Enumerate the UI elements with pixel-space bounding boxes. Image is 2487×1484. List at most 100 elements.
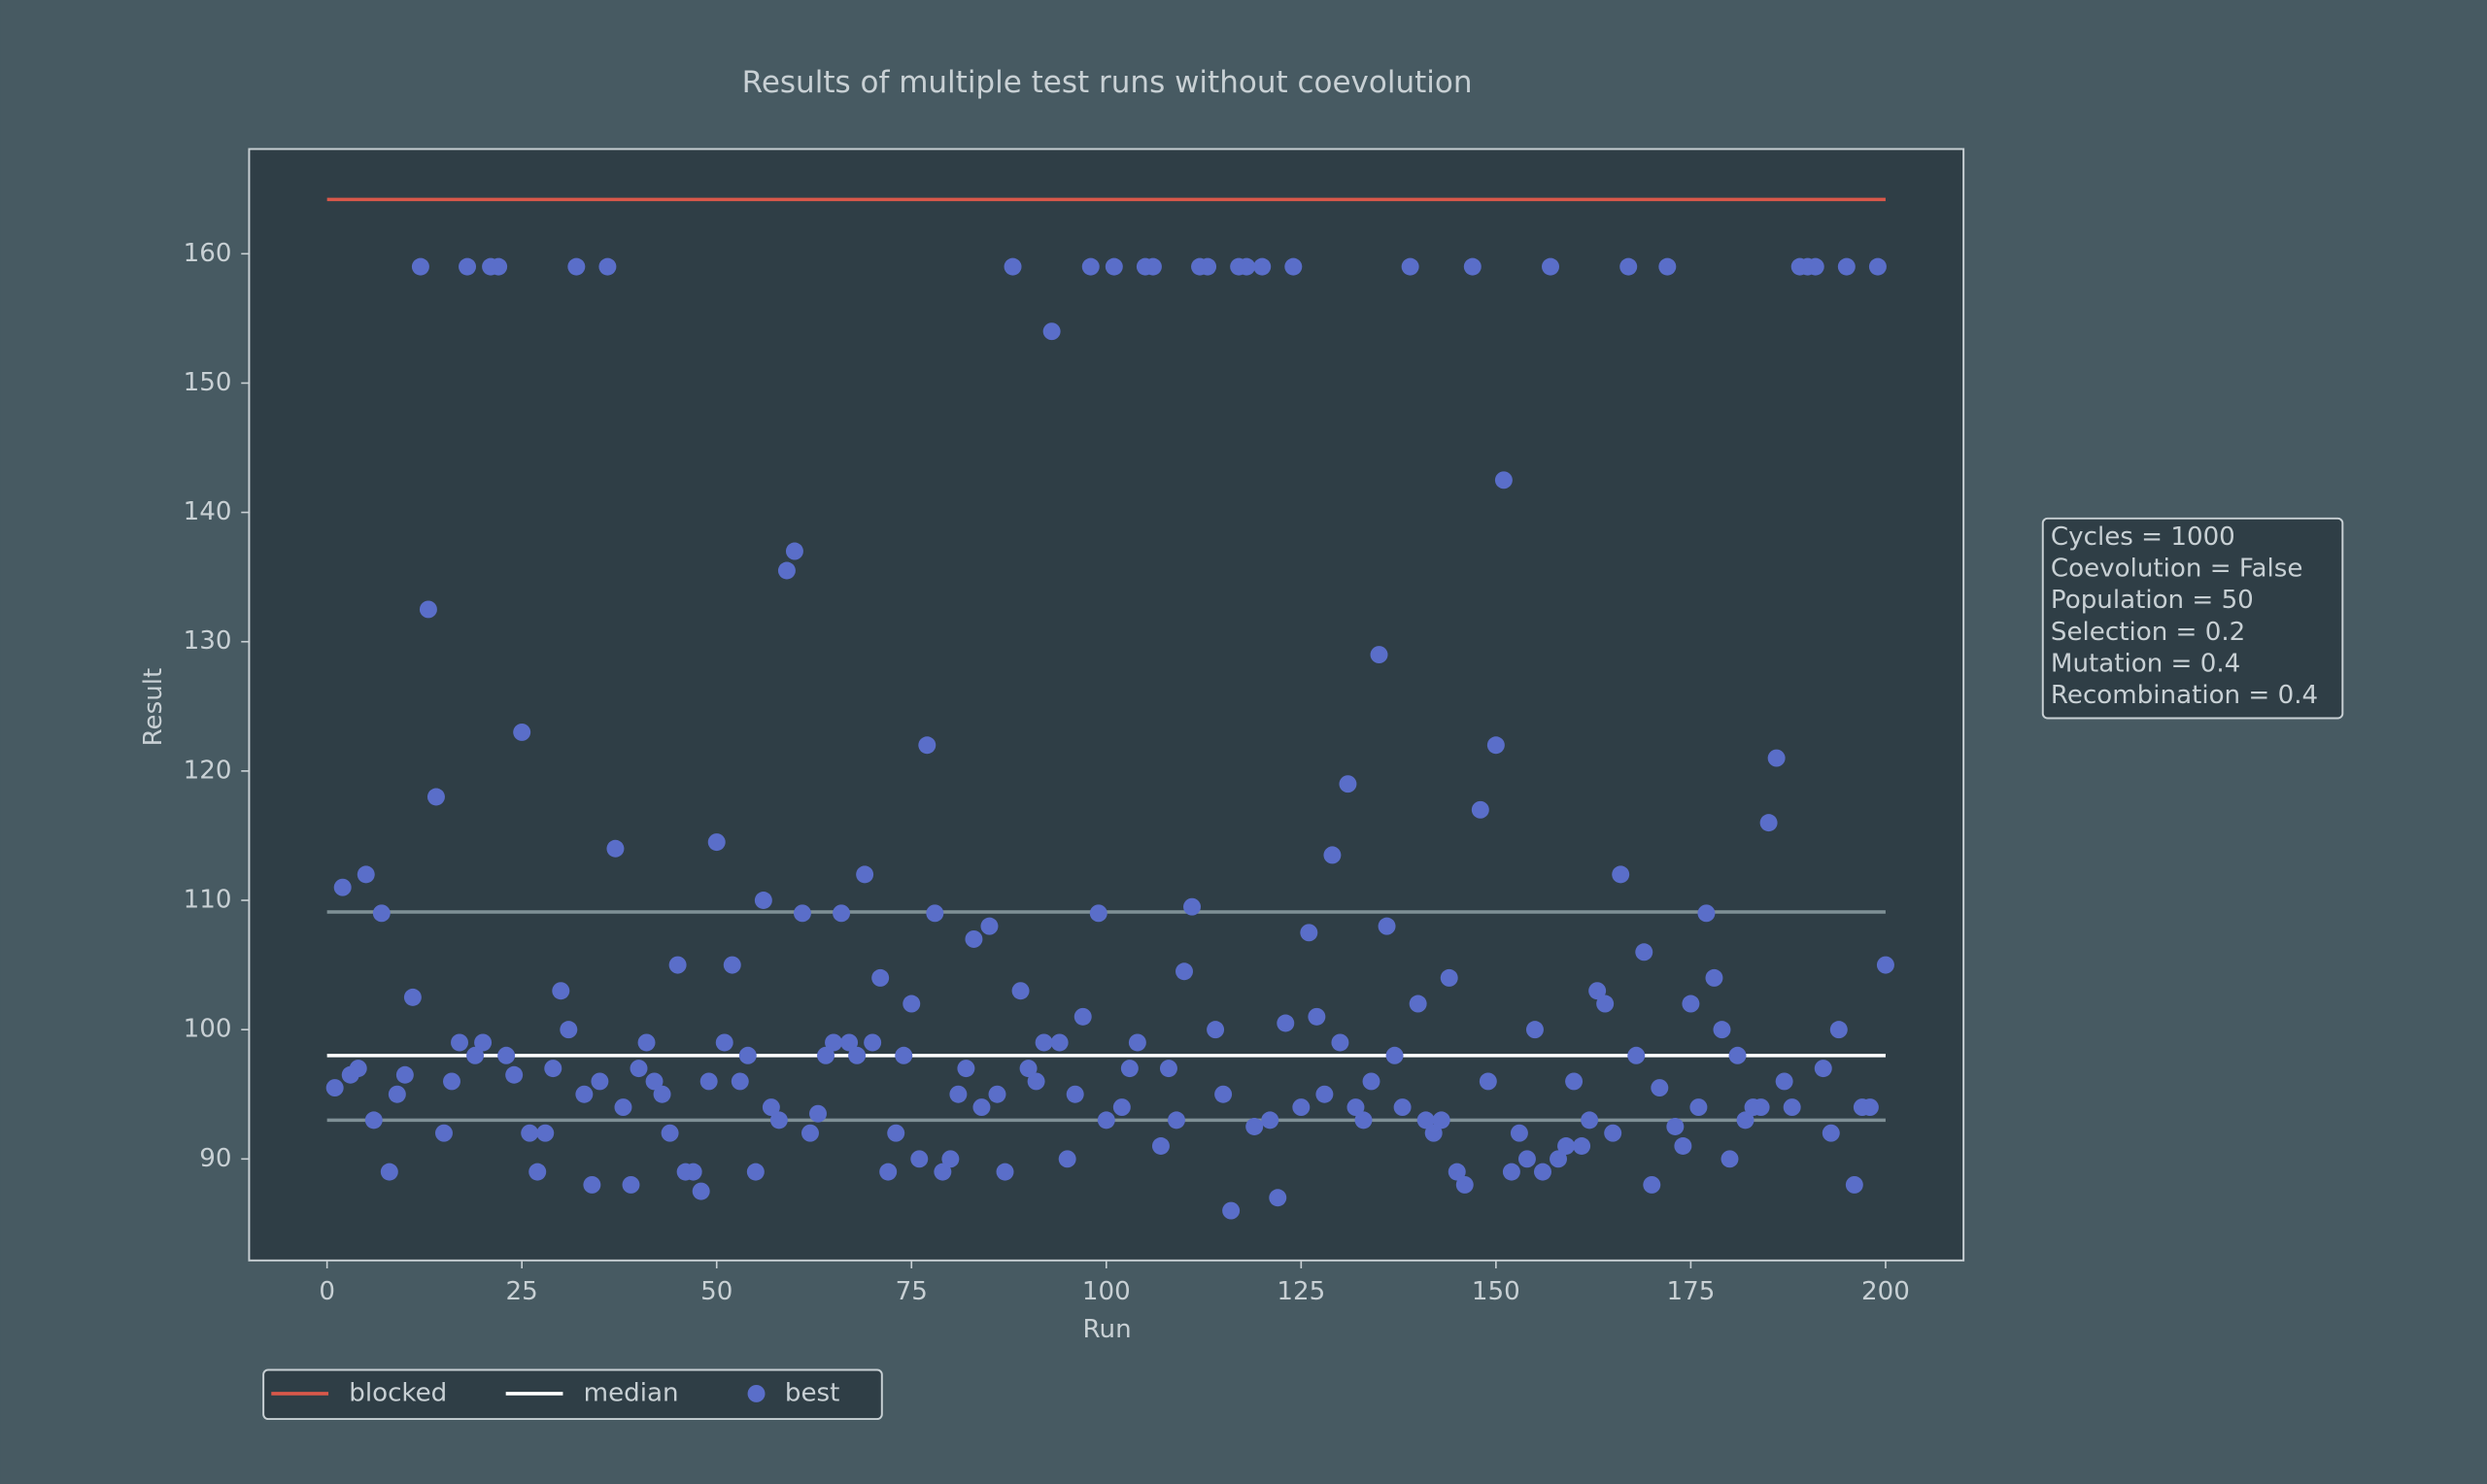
point xyxy=(325,1079,344,1097)
point xyxy=(1238,257,1256,276)
point xyxy=(1035,1033,1053,1052)
point xyxy=(1175,962,1193,981)
point xyxy=(653,1085,671,1103)
point xyxy=(1463,257,1482,276)
x-tick-label: 175 xyxy=(1666,1277,1715,1306)
annotation-line: Cycles = 1000 xyxy=(2051,523,2235,552)
point xyxy=(1759,814,1778,832)
point xyxy=(1058,1150,1076,1168)
x-tick-label: 150 xyxy=(1472,1277,1520,1306)
annotation-line: Population = 50 xyxy=(2051,586,2254,615)
point xyxy=(521,1124,539,1142)
point xyxy=(1674,1137,1692,1155)
point xyxy=(996,1163,1014,1181)
point xyxy=(707,833,726,852)
point xyxy=(684,1163,702,1181)
point xyxy=(723,956,741,974)
point xyxy=(864,1033,882,1052)
point xyxy=(1105,257,1123,276)
point xyxy=(1581,1111,1599,1130)
point xyxy=(1588,982,1607,1000)
point xyxy=(372,904,391,923)
point xyxy=(1494,471,1513,489)
point xyxy=(871,968,890,987)
point xyxy=(754,892,772,909)
point xyxy=(1120,1060,1139,1078)
point xyxy=(1565,1072,1584,1091)
y-tick-label: 130 xyxy=(184,626,232,656)
point xyxy=(395,1065,414,1084)
point xyxy=(825,1033,843,1052)
y-tick-label: 140 xyxy=(184,497,232,526)
point xyxy=(856,865,874,884)
point xyxy=(668,956,687,974)
point xyxy=(926,904,944,923)
y-tick-label: 110 xyxy=(184,886,232,915)
point xyxy=(879,1163,898,1181)
y-tick-label: 160 xyxy=(184,239,232,268)
point xyxy=(1752,1098,1770,1117)
point xyxy=(1042,322,1061,341)
point xyxy=(738,1046,757,1064)
x-tick-label: 100 xyxy=(1082,1277,1131,1306)
x-tick-label: 0 xyxy=(319,1277,335,1306)
point xyxy=(988,1085,1006,1103)
point xyxy=(1378,917,1396,935)
point xyxy=(887,1124,905,1142)
point xyxy=(1081,257,1100,276)
point xyxy=(1393,1098,1412,1117)
chart-title: Results of multiple test runs without co… xyxy=(742,65,1473,100)
point xyxy=(1783,1098,1801,1117)
point xyxy=(918,736,937,755)
point xyxy=(357,865,375,884)
point xyxy=(466,1046,485,1064)
point xyxy=(1323,846,1342,864)
point xyxy=(1689,1098,1708,1117)
point xyxy=(1308,1007,1326,1026)
x-tick-label: 200 xyxy=(1861,1277,1910,1306)
point xyxy=(630,1060,648,1078)
point xyxy=(567,257,586,276)
point xyxy=(1346,1098,1365,1117)
point xyxy=(1362,1072,1380,1091)
point xyxy=(980,917,999,935)
point xyxy=(645,1072,664,1091)
point xyxy=(715,1033,733,1052)
point xyxy=(1331,1033,1349,1052)
y-tick-label: 150 xyxy=(184,368,232,397)
point xyxy=(1222,1201,1241,1220)
point xyxy=(1207,1021,1225,1039)
point xyxy=(1829,1021,1848,1039)
point xyxy=(575,1085,594,1103)
point xyxy=(544,1060,562,1078)
point xyxy=(426,788,445,806)
point xyxy=(1713,1021,1731,1039)
point xyxy=(1292,1098,1311,1117)
point xyxy=(1471,800,1489,819)
legend-label: best xyxy=(785,1378,839,1407)
point xyxy=(1596,995,1615,1013)
point xyxy=(1525,1021,1544,1039)
point xyxy=(1143,257,1162,276)
annotation-line: Selection = 0.2 xyxy=(2051,618,2245,647)
point xyxy=(497,1046,516,1064)
point xyxy=(957,1060,975,1078)
point xyxy=(637,1033,656,1052)
point xyxy=(451,1033,468,1052)
point xyxy=(1168,1111,1185,1130)
point xyxy=(1697,904,1716,923)
point xyxy=(809,1104,827,1123)
point xyxy=(349,1060,367,1078)
point xyxy=(1315,1085,1334,1103)
point xyxy=(1214,1085,1233,1103)
point xyxy=(1183,897,1202,916)
point xyxy=(769,1111,788,1130)
point xyxy=(614,1098,632,1117)
point xyxy=(903,995,921,1013)
point xyxy=(1097,1111,1115,1130)
point xyxy=(622,1175,640,1194)
point xyxy=(388,1085,406,1103)
point xyxy=(1486,736,1505,755)
point xyxy=(1845,1175,1863,1194)
